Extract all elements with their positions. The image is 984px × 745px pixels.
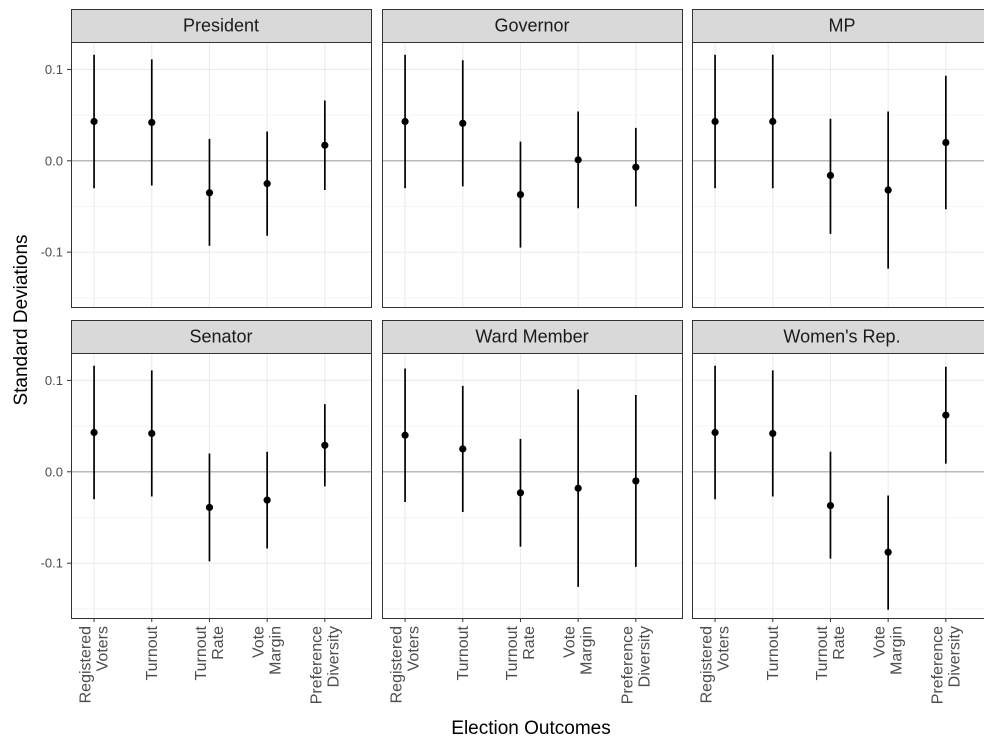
- x-tick-label: Rate: [831, 626, 848, 660]
- panel-title: Senator: [189, 327, 252, 347]
- y-tick-label: 0.0: [45, 464, 63, 479]
- x-tick-label: Registered: [78, 626, 95, 703]
- estimate-point: [827, 172, 834, 179]
- x-tick-label: Diversity: [636, 626, 653, 687]
- panel-title: Women's Rep.: [783, 327, 900, 347]
- panel-background: [383, 354, 683, 619]
- estimate-point: [148, 119, 155, 126]
- x-tick-label: Voters: [406, 626, 423, 671]
- x-tick-label: Margin: [579, 626, 596, 675]
- panel-background: [72, 43, 372, 308]
- x-tick-label: Rate: [521, 626, 538, 660]
- x-tick-label: Registered: [699, 626, 716, 703]
- panel-title: MP: [829, 16, 856, 36]
- estimate-point: [401, 118, 408, 125]
- estimate-point: [942, 412, 949, 419]
- x-tick-label: Turnout: [455, 625, 472, 680]
- estimate-point: [575, 485, 582, 492]
- x-tick-label: Vote: [872, 626, 889, 658]
- estimate-point: [942, 139, 949, 146]
- x-tick-label: Preference: [308, 626, 325, 704]
- estimate-point: [885, 186, 892, 193]
- estimate-point: [711, 429, 718, 436]
- x-tick-label: Voters: [95, 626, 112, 671]
- estimate-point: [206, 189, 213, 196]
- panel-title: Governor: [494, 16, 569, 36]
- estimate-point: [517, 489, 524, 496]
- estimate-point: [264, 180, 271, 187]
- estimate-point: [769, 118, 776, 125]
- panel-background: [72, 354, 372, 619]
- x-tick-label: Vote: [562, 626, 579, 658]
- estimate-point: [206, 504, 213, 511]
- estimate-point: [885, 549, 892, 556]
- x-tick-label: Turnout: [814, 625, 831, 680]
- estimate-point: [632, 477, 639, 484]
- x-tick-label: Turnout: [765, 625, 782, 680]
- x-tick-label: Margin: [889, 626, 906, 675]
- estimate-point: [632, 164, 639, 171]
- estimate-point: [827, 502, 834, 509]
- estimate-point: [90, 118, 97, 125]
- estimate-point: [711, 118, 718, 125]
- x-tick-label: Diversity: [325, 626, 342, 687]
- estimate-point: [459, 445, 466, 452]
- panel-background: [383, 43, 683, 308]
- y-tick-label: 0.0: [45, 153, 63, 168]
- estimate-point: [401, 432, 408, 439]
- estimate-point: [264, 497, 271, 504]
- y-axis-title: Standard Deviations: [11, 234, 32, 405]
- panel: President 0.1 0.0 -0.1: [41, 10, 372, 308]
- x-tick-label: Preference: [929, 626, 946, 704]
- estimate-point: [769, 430, 776, 437]
- estimate-point: [459, 120, 466, 127]
- x-tick-label: Margin: [268, 626, 285, 675]
- estimate-point: [517, 191, 524, 198]
- estimate-point: [575, 156, 582, 163]
- estimate-point: [321, 442, 328, 449]
- y-tick-label: -0.1: [41, 556, 63, 571]
- estimate-point: [148, 430, 155, 437]
- x-tick-label: Diversity: [946, 626, 963, 687]
- x-axis-title: Election Outcomes: [451, 718, 610, 739]
- y-tick-label: 0.1: [45, 373, 63, 388]
- panel-background: [693, 354, 984, 619]
- x-tick-label: Registered: [389, 626, 406, 703]
- y-tick-label: 0.1: [45, 62, 63, 77]
- x-tick-label: Preference: [619, 626, 636, 704]
- x-tick-label: Voters: [716, 626, 733, 671]
- panel-background: [693, 43, 984, 308]
- panel-title: President: [183, 16, 259, 36]
- panel: MP: [692, 10, 984, 308]
- panel: Governor: [382, 10, 683, 308]
- x-tick-label: Turnout: [144, 625, 161, 680]
- x-tick-label: Turnout: [504, 625, 521, 680]
- y-tick-label: -0.1: [41, 245, 63, 260]
- estimate-point: [321, 142, 328, 149]
- x-tick-label: Rate: [210, 626, 227, 660]
- estimate-point: [90, 429, 97, 436]
- x-tick-label: Turnout: [193, 625, 210, 680]
- x-tick-label: Vote: [251, 626, 268, 658]
- panel-title: Ward Member: [475, 327, 588, 347]
